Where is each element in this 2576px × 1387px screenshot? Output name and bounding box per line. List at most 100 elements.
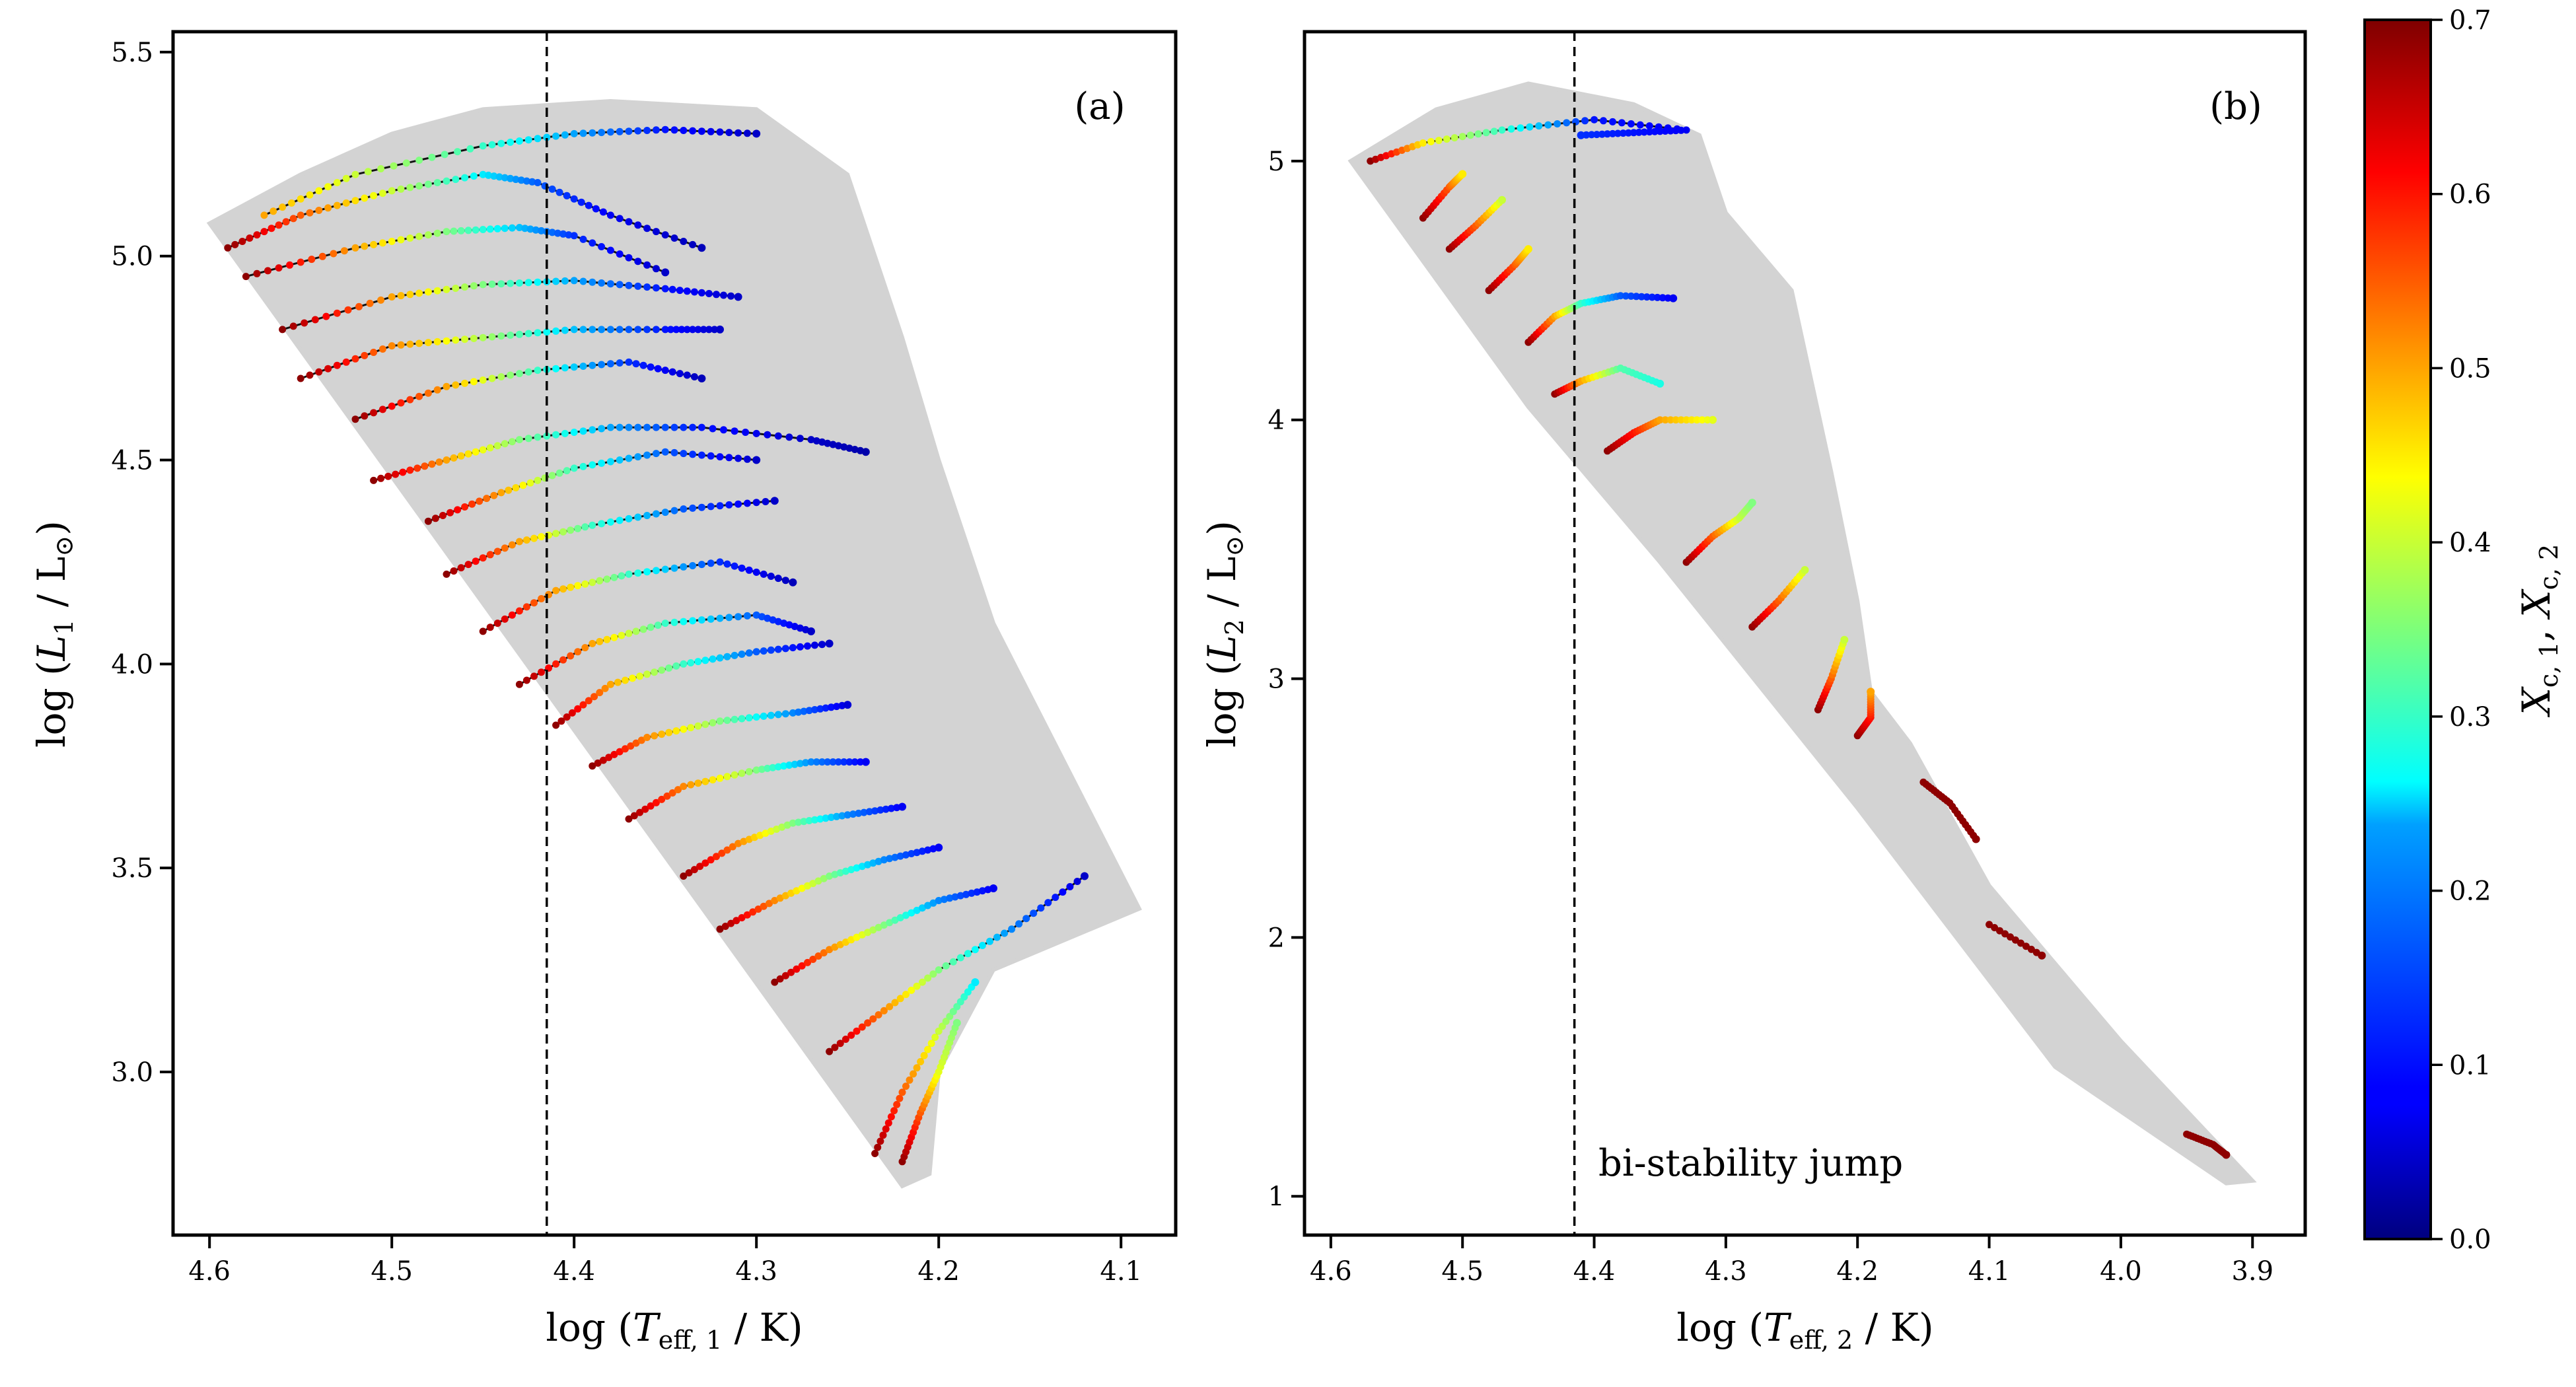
track-point — [668, 285, 676, 293]
track-point — [875, 857, 882, 865]
track-point — [749, 908, 757, 916]
track-point — [521, 225, 529, 232]
track-point — [1073, 878, 1081, 885]
panel-b-track — [1919, 778, 1980, 843]
track-point — [589, 639, 596, 647]
track-point — [524, 279, 532, 287]
track-point — [924, 846, 932, 854]
track-point — [701, 657, 709, 664]
track-point — [1627, 120, 1635, 127]
track-point — [397, 185, 405, 193]
track-point — [634, 569, 642, 577]
track-point — [834, 442, 842, 450]
track-point — [388, 293, 396, 301]
track-point — [246, 234, 254, 242]
track-point — [661, 620, 669, 627]
track-point — [501, 544, 509, 552]
track-point — [625, 218, 633, 226]
track-point — [1661, 416, 1669, 424]
track-point — [781, 892, 789, 900]
panel-a-track — [443, 497, 779, 578]
track-point — [902, 911, 910, 919]
track-point — [322, 312, 330, 320]
panel-a-track — [260, 125, 761, 219]
track-point — [670, 448, 678, 456]
track-point — [869, 926, 877, 934]
track-point — [452, 381, 460, 389]
track-point — [472, 448, 480, 456]
track-point — [993, 933, 1001, 941]
track-point — [838, 812, 846, 820]
track-point — [652, 567, 660, 575]
track-point — [501, 440, 509, 448]
track-point — [497, 373, 505, 380]
track-point — [548, 229, 556, 236]
track-point — [579, 462, 587, 470]
track-point — [694, 722, 702, 730]
track-point — [530, 599, 538, 607]
track-point — [845, 445, 853, 452]
track-point — [476, 497, 483, 505]
track-point — [752, 499, 760, 507]
track-point — [378, 190, 386, 197]
track-point — [616, 250, 624, 258]
track-point — [2038, 951, 2046, 960]
track-point — [723, 560, 731, 568]
x-tick-label: 4.3 — [1705, 1256, 1747, 1287]
track-point — [632, 627, 640, 635]
x-tick-label: 4.4 — [1573, 1256, 1616, 1287]
track-point — [616, 456, 624, 464]
track-point — [311, 316, 319, 324]
track-point — [816, 705, 824, 713]
track-point — [517, 176, 525, 184]
panel-b-track — [2183, 1130, 2231, 1159]
track-point — [538, 595, 545, 602]
track-point — [869, 859, 877, 867]
track-point — [745, 566, 753, 574]
track-point — [493, 225, 501, 232]
track-point — [479, 170, 487, 178]
track-point — [297, 211, 304, 219]
track-point — [827, 703, 835, 711]
track-point — [764, 764, 771, 772]
track-point — [333, 309, 341, 317]
track-point — [787, 889, 795, 897]
track-point — [670, 507, 678, 515]
track-point — [734, 500, 742, 508]
track-point — [581, 580, 589, 588]
y-tick-label: 4 — [1268, 406, 1285, 436]
track-point — [776, 975, 784, 983]
panel-a-track — [871, 978, 980, 1157]
track-point — [370, 349, 378, 356]
track-point — [929, 899, 937, 907]
track-point — [743, 129, 751, 137]
track-point — [238, 238, 246, 245]
track-point — [433, 229, 441, 237]
track-point — [698, 289, 705, 297]
track-point — [625, 281, 633, 289]
track-point — [652, 126, 660, 134]
track-point — [592, 205, 600, 213]
track-point — [820, 874, 828, 882]
track-point — [698, 561, 705, 569]
track-point — [508, 438, 516, 446]
track-point — [279, 326, 287, 334]
track-point — [561, 364, 569, 372]
track-point — [796, 760, 804, 767]
y-tick-label: 3 — [1268, 664, 1285, 695]
track-point — [579, 326, 587, 334]
track-point — [935, 843, 943, 852]
track-point — [1030, 909, 1038, 917]
track-point — [559, 528, 567, 536]
track-point — [652, 799, 660, 806]
track-point — [781, 645, 789, 653]
track-point — [397, 236, 405, 244]
track-point — [698, 127, 705, 135]
track-point — [552, 327, 560, 335]
track-point — [910, 1070, 917, 1078]
track-point — [507, 371, 515, 379]
track-point — [625, 326, 633, 334]
track-point — [2222, 1151, 2231, 1159]
track-point — [718, 849, 726, 857]
track-point — [543, 133, 551, 141]
